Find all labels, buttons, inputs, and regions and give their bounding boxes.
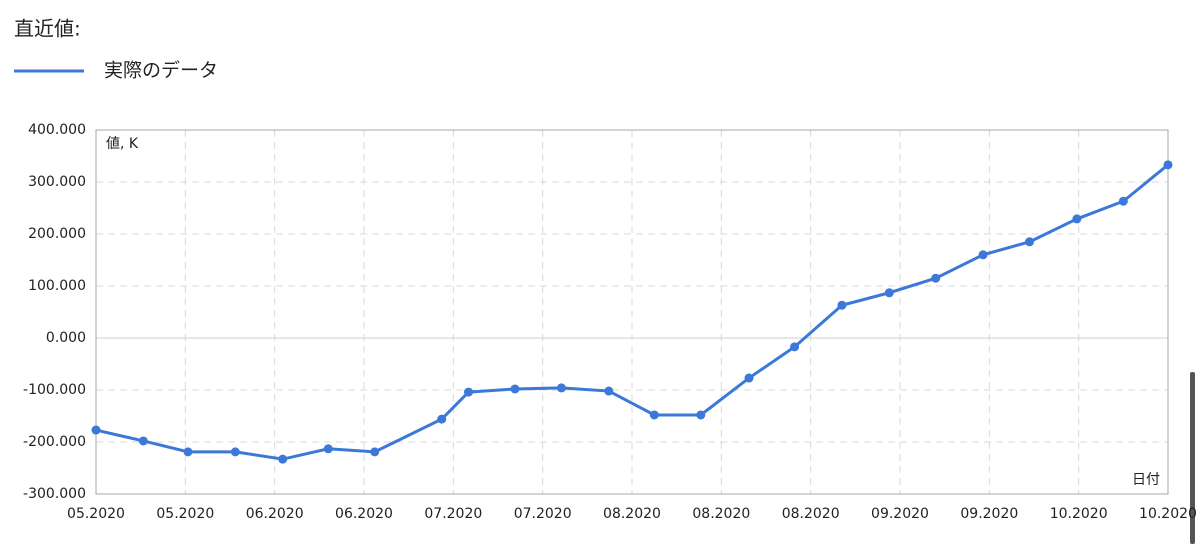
data-point bbox=[510, 384, 520, 394]
x-tick-label: 05.2020 bbox=[156, 506, 214, 522]
y-tick-label: 400.000 bbox=[28, 122, 86, 138]
x-tick-label: 10.2020 bbox=[1050, 506, 1108, 522]
y-tick-label: -100.000 bbox=[23, 382, 86, 398]
data-point bbox=[278, 454, 288, 464]
y-tick-label: -200.000 bbox=[23, 434, 86, 450]
data-point bbox=[1072, 214, 1082, 224]
y-axis-label: 値, K bbox=[106, 136, 139, 152]
data-point bbox=[464, 387, 474, 397]
x-tick-label: 09.2020 bbox=[960, 506, 1018, 522]
data-point bbox=[437, 414, 447, 424]
y-tick-label: -300.000 bbox=[23, 486, 86, 502]
data-point bbox=[370, 447, 380, 457]
x-tick-label: 06.2020 bbox=[335, 506, 393, 522]
data-point bbox=[978, 250, 988, 260]
x-tick-label: 08.2020 bbox=[603, 506, 661, 522]
x-axis-label: 日付 bbox=[1132, 472, 1160, 488]
data-point bbox=[1163, 160, 1173, 170]
x-tick-label: 08.2020 bbox=[782, 506, 840, 522]
data-point bbox=[696, 410, 706, 420]
legend-label[interactable]: 実際のデータ bbox=[104, 60, 218, 82]
x-tick-label: 07.2020 bbox=[424, 506, 482, 522]
data-point bbox=[884, 288, 894, 298]
data-point bbox=[91, 425, 101, 435]
data-point bbox=[556, 383, 566, 393]
y-tick-label: 300.000 bbox=[28, 174, 86, 190]
x-tick-label: 06.2020 bbox=[246, 506, 304, 522]
data-point bbox=[649, 410, 659, 420]
x-tick-label: 10.2020 bbox=[1139, 506, 1197, 522]
data-point bbox=[931, 273, 941, 283]
chart-title: 直近値: bbox=[14, 17, 81, 41]
x-tick-label: 08.2020 bbox=[692, 506, 750, 522]
y-tick-label: 100.000 bbox=[28, 278, 86, 294]
y-tick-label: 0.000 bbox=[46, 330, 86, 346]
x-tick-label: 05.2020 bbox=[67, 506, 125, 522]
data-point bbox=[604, 386, 614, 396]
data-point bbox=[837, 300, 847, 310]
data-point bbox=[323, 444, 333, 454]
scrollbar[interactable] bbox=[1190, 372, 1195, 544]
x-tick-label: 09.2020 bbox=[871, 506, 929, 522]
data-point bbox=[138, 436, 148, 446]
x-tick-label: 07.2020 bbox=[514, 506, 572, 522]
data-point bbox=[183, 447, 193, 457]
plot-frame bbox=[95, 129, 1169, 495]
data-point bbox=[744, 373, 754, 383]
data-point bbox=[1025, 237, 1035, 247]
data-point bbox=[790, 342, 800, 352]
data-point bbox=[230, 447, 240, 457]
series-line bbox=[95, 163, 1169, 461]
data-point bbox=[1118, 196, 1128, 206]
y-tick-label: 200.000 bbox=[28, 226, 86, 242]
